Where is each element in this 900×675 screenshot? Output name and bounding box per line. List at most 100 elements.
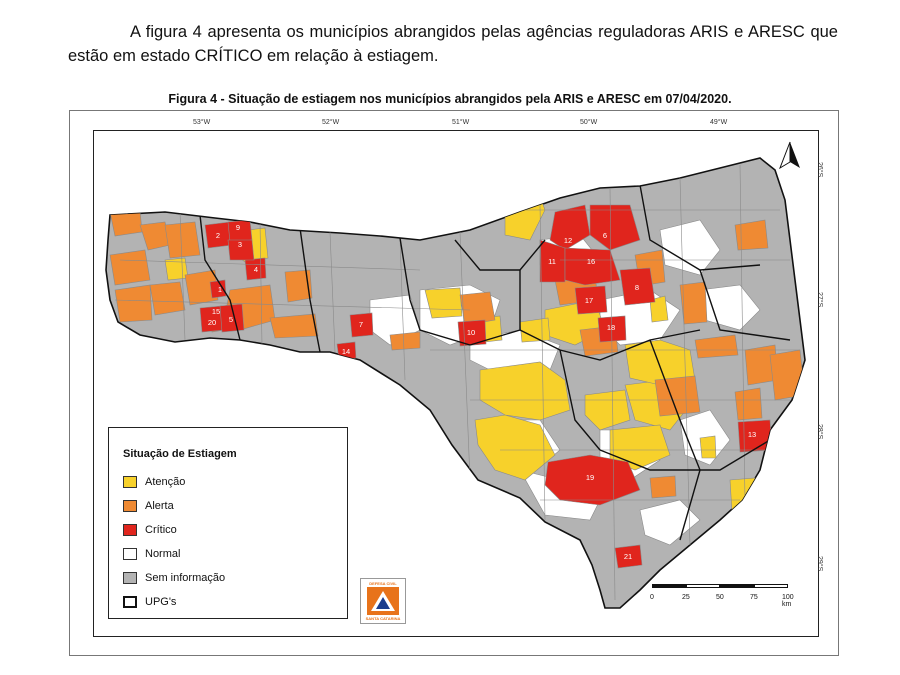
alerta-region [769, 349, 805, 401]
atencao-region [474, 414, 556, 481]
upg-boundary [519, 329, 701, 361]
logo-text: DEFESA CIVIL [369, 581, 397, 586]
figure-title: Figura 4 - Situação de estiagem nos muni… [168, 92, 732, 106]
critical-label: 19 [586, 473, 594, 482]
legend-item-normal: Normal [123, 546, 180, 562]
critical-label: 3 [238, 240, 242, 249]
legend-swatch [123, 548, 137, 560]
alerta-region [389, 331, 421, 351]
critical-label: 20 [208, 318, 216, 327]
critical-label: 2 [216, 231, 220, 240]
critico-region [457, 319, 487, 347]
longitude-label: 52°W [322, 119, 340, 126]
critico-region [619, 267, 656, 306]
scale-label: 100 km [782, 594, 794, 608]
map-legend: Situação de Estiagem Atenção Alerta Crít… [108, 427, 348, 619]
normal-region [659, 219, 721, 276]
scale-segment [652, 584, 686, 588]
municipal-borders [114, 164, 800, 601]
alerta-region [734, 387, 763, 421]
legend-item-sem-informacao: Sem informação [123, 570, 225, 586]
critical-label: 11 [548, 257, 556, 266]
legend-item-atencao: Atenção [123, 474, 185, 490]
intro-paragraph: A figura 4 apresenta os municípios abran… [68, 20, 838, 68]
critical-label: 6 [603, 231, 607, 240]
critical-label: 4 [254, 265, 258, 274]
critico-region [209, 279, 227, 299]
alerta-region [284, 269, 313, 303]
intro-text: A figura 4 apresenta os municípios abran… [68, 23, 838, 65]
scale-segment [720, 584, 754, 588]
legend-label: Sem informação [145, 572, 226, 584]
longitude-label: 49°W [710, 119, 728, 126]
alerta-region [164, 221, 201, 259]
critico-region [589, 204, 641, 251]
upg-boundary [649, 339, 701, 541]
upg-boundary [399, 237, 471, 346]
upg-boundary [599, 439, 771, 471]
critical-label: 10 [467, 328, 475, 337]
legend-swatch [123, 596, 137, 608]
legend-label: Normal [145, 548, 181, 560]
longitude-label: 50°W [580, 119, 598, 126]
defesa-civil-emblem-icon [367, 587, 399, 615]
scale-segment [754, 584, 788, 588]
longitude-label: 53°W [193, 119, 211, 126]
upg-boundary [299, 227, 321, 353]
scale-label: 0 [650, 594, 654, 601]
scale-label: 25 [682, 594, 690, 601]
legend-item-upgs: UPG's [123, 594, 176, 610]
alerta-region [649, 475, 677, 499]
legend-label: Atenção [145, 476, 186, 488]
alerta-region [269, 313, 319, 339]
upg-boundary [699, 269, 791, 341]
atencao-region [479, 361, 571, 421]
critical-label: 9 [236, 223, 240, 232]
critical-label: 21 [624, 552, 632, 561]
critico-region [614, 544, 643, 569]
legend-item-alerta: Alerta [123, 498, 174, 514]
alerta-region [114, 284, 153, 323]
scale-label: 50 [716, 594, 724, 601]
critico-region [549, 204, 591, 251]
legend-swatch [123, 524, 137, 536]
longitude-label: 51°W [452, 119, 470, 126]
legend-title: Situação de Estiagem [123, 448, 237, 460]
logo-text: SANTA CATARINA [365, 616, 401, 621]
atencao-region [609, 424, 671, 471]
critical-label: 18 [607, 323, 615, 332]
alerta-region [109, 249, 151, 286]
alerta-region [459, 291, 496, 326]
critico-region [349, 312, 374, 338]
alerta-region [734, 219, 769, 251]
critico-region [564, 247, 621, 286]
critico-region [227, 239, 255, 261]
normal-region [639, 499, 701, 546]
figure-frame [69, 110, 839, 656]
legend-item-critico: Crítico [123, 522, 177, 538]
legend-label: UPG's [145, 596, 177, 608]
alerta-region [694, 334, 739, 359]
atencao-region [649, 295, 669, 323]
atencao-region [699, 435, 717, 459]
north-arrow-icon [779, 141, 800, 170]
critical-label: 8 [635, 283, 639, 292]
critical-label: 14 [342, 347, 350, 356]
defesa-civil-logo: DEFESA CIVIL SANTA CATARINA [360, 578, 406, 624]
critico-region [574, 285, 608, 315]
critico-region [539, 239, 566, 283]
legend-swatch [123, 572, 137, 584]
atencao-region [519, 317, 551, 343]
critical-label: 12 [564, 236, 572, 245]
critical-label: 5 [229, 315, 233, 324]
critical-label: 15 [212, 307, 220, 316]
critical-label: 13 [748, 430, 756, 439]
scale-label: 75 [750, 594, 758, 601]
upg-boundary [559, 349, 601, 451]
alerta-region [149, 281, 186, 316]
legend-swatch [123, 500, 137, 512]
legend-label: Alerta [145, 500, 174, 512]
critico-region [219, 303, 245, 333]
scale-segment [686, 584, 720, 588]
